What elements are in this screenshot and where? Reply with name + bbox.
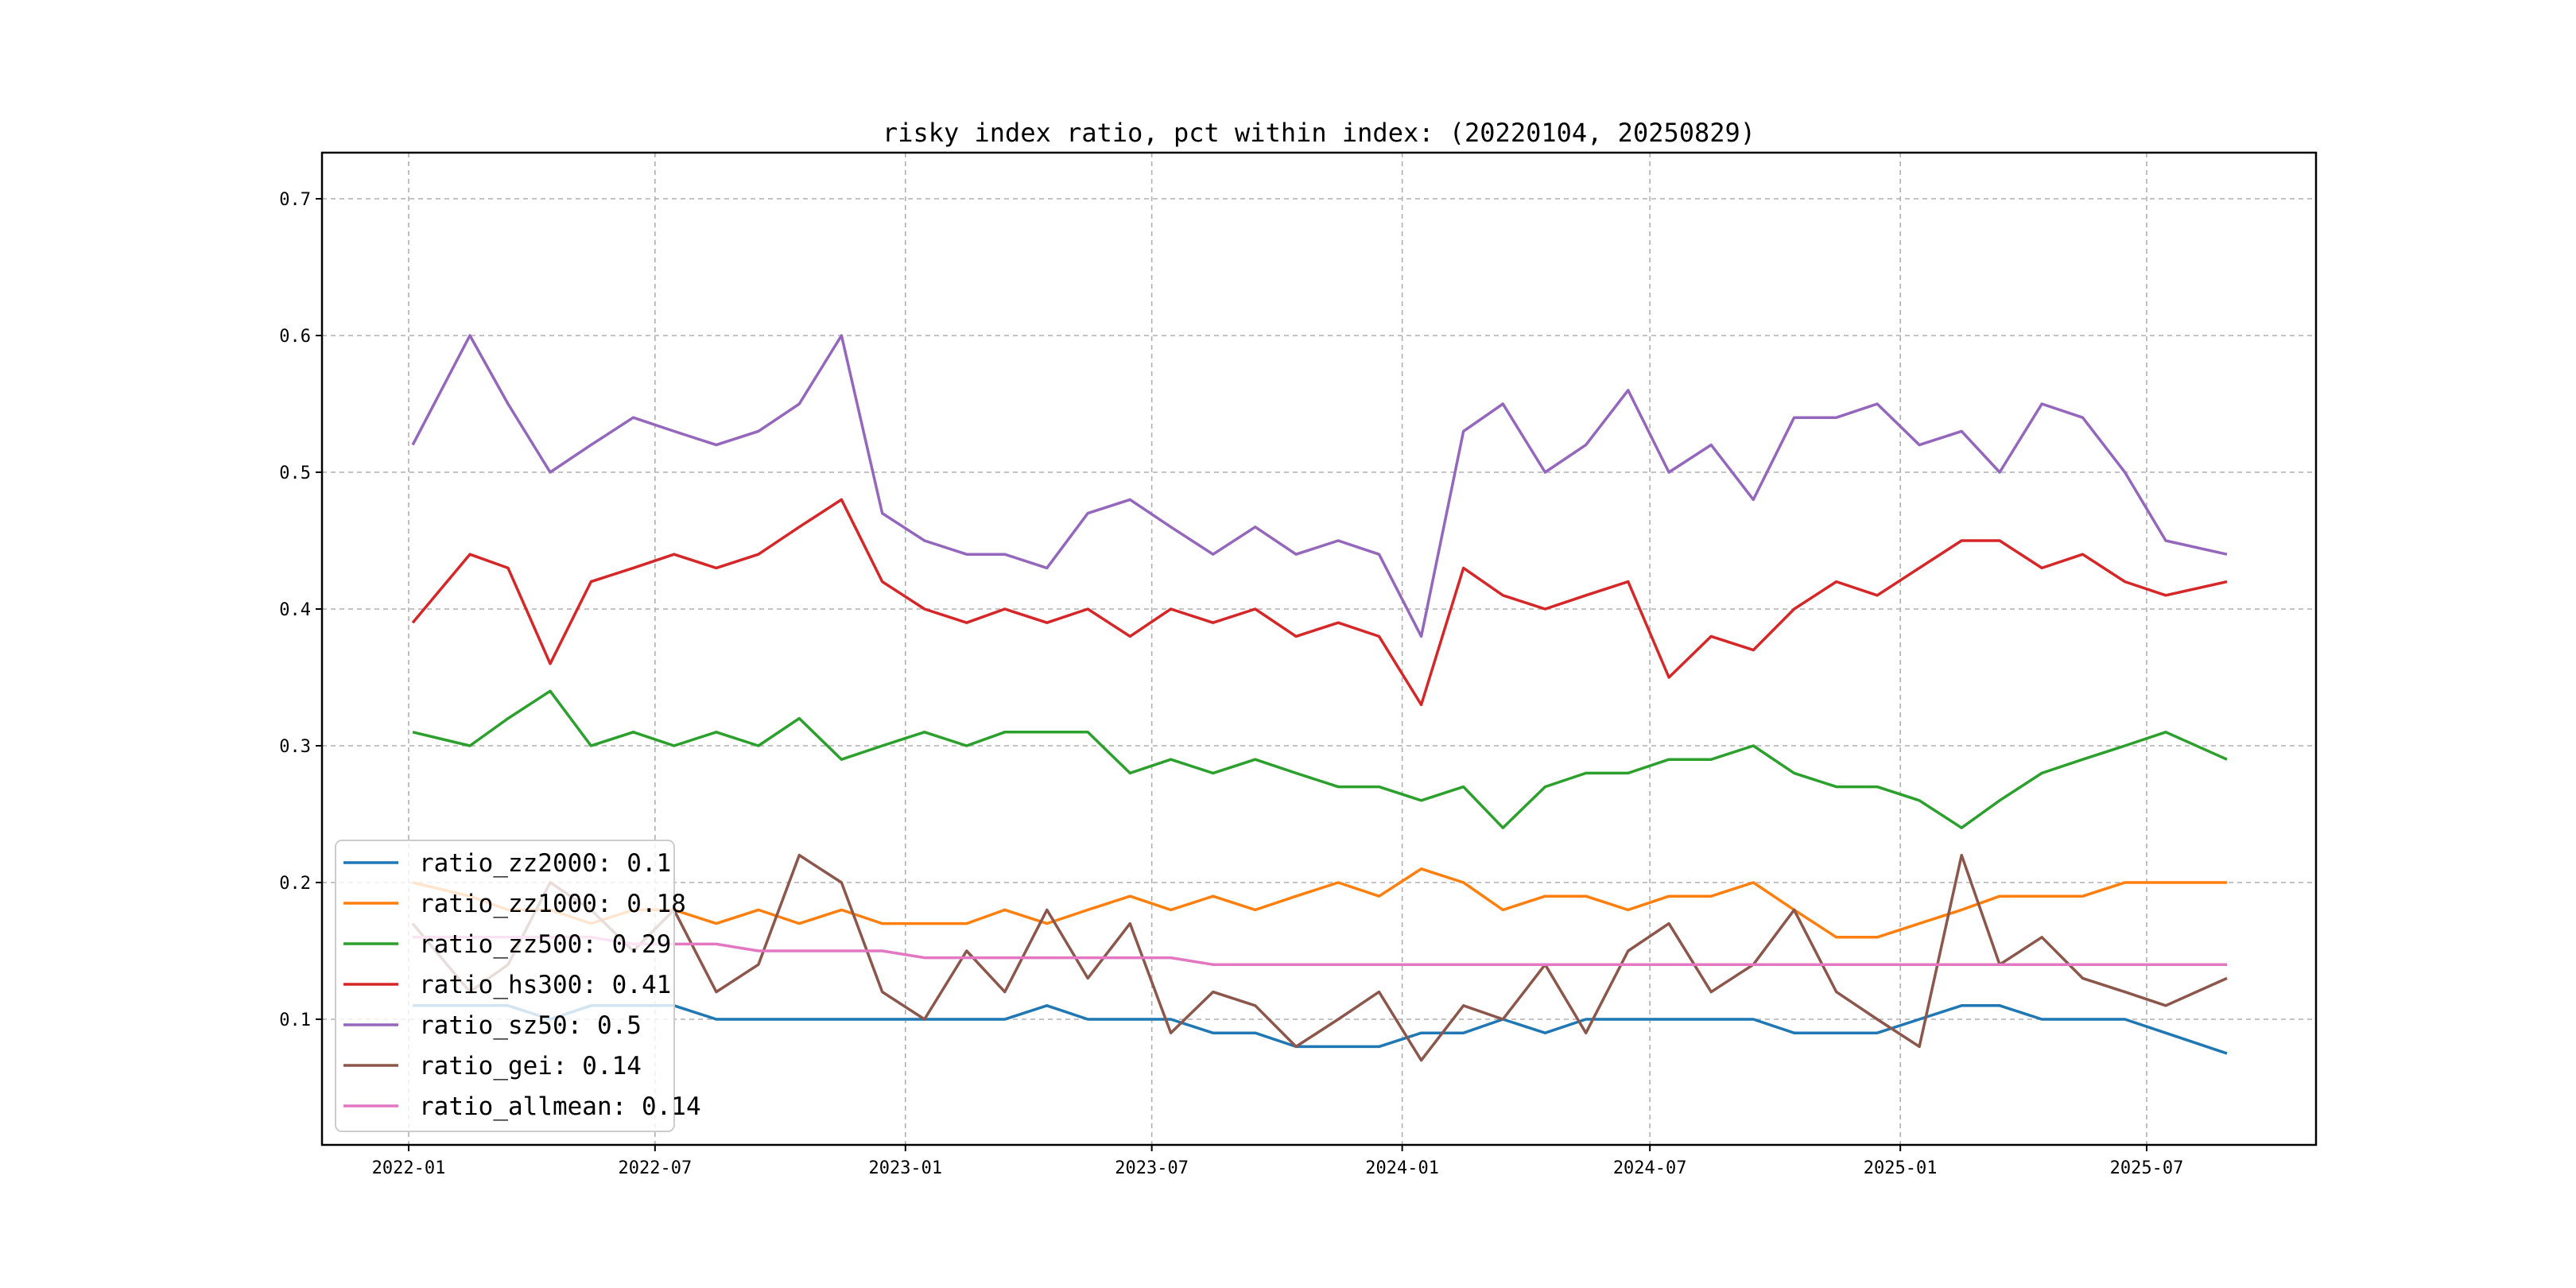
series-line-ratio-sz50 xyxy=(411,334,2228,638)
legend-label: ratio_sz50: 0.5 xyxy=(419,1011,642,1040)
legend-label: ratio_zz1000: 0.18 xyxy=(419,890,686,918)
series-line-ratio-zz500 xyxy=(412,689,2228,829)
x-tick-label: 2022-01 xyxy=(372,1158,446,1178)
plot-frame xyxy=(320,151,2318,1146)
series-line-ratio-gei xyxy=(411,853,2228,1062)
chart-title: risky index ratio, pct within index: (20… xyxy=(883,118,1755,148)
legend-label: ratio_hs300: 0.41 xyxy=(419,971,671,999)
y-tick-label: 0.4 xyxy=(279,600,311,620)
y-tick-label: 0.3 xyxy=(279,737,311,757)
y-tick-label: 0.6 xyxy=(279,327,311,347)
x-tick-label: 2023-01 xyxy=(868,1158,942,1178)
legend-label: ratio_zz2000: 0.1 xyxy=(419,849,671,878)
legend: ratio_zz2000: 0.1 ratio_zz1000: 0.18 ratio… xyxy=(335,840,701,1132)
series-line-ratio-zz2000 xyxy=(413,1004,2228,1055)
x-tick-label: 2024-01 xyxy=(1365,1158,1439,1178)
x-tick-label: 2025-01 xyxy=(1864,1158,1938,1178)
x-tick-label: 2022-07 xyxy=(618,1158,692,1178)
legend-box xyxy=(335,840,675,1132)
x-tick-label: 2024-07 xyxy=(1613,1158,1687,1178)
y-tick-label: 0.5 xyxy=(279,464,311,483)
y-tick-label: 0.2 xyxy=(279,874,311,894)
y-tick-label: 0.7 xyxy=(279,190,311,210)
legend-label: ratio_zz500: 0.29 xyxy=(419,930,671,959)
series-line-ratio-allmean xyxy=(413,936,2227,966)
legend-label: ratio_allmean: 0.14 xyxy=(419,1092,701,1121)
legend-label: ratio_gei: 0.14 xyxy=(419,1052,642,1080)
series-line-ratio-zz1000 xyxy=(412,867,2227,939)
x-tick-label: 2025-07 xyxy=(2110,1158,2184,1178)
series-group xyxy=(411,334,2228,1062)
x-axis: 2022-01 2022-07 2023-01 2023-07 2024-01 2024-… xyxy=(372,1145,2184,1178)
series-line-ratio-hs300 xyxy=(411,498,2228,707)
x-tick-label: 2023-07 xyxy=(1115,1158,1189,1178)
y-axis: 0.1 0.2 0.3 0.4 0.5 0.6 0.7 xyxy=(279,190,322,1030)
y-tick-label: 0.1 xyxy=(279,1011,311,1030)
